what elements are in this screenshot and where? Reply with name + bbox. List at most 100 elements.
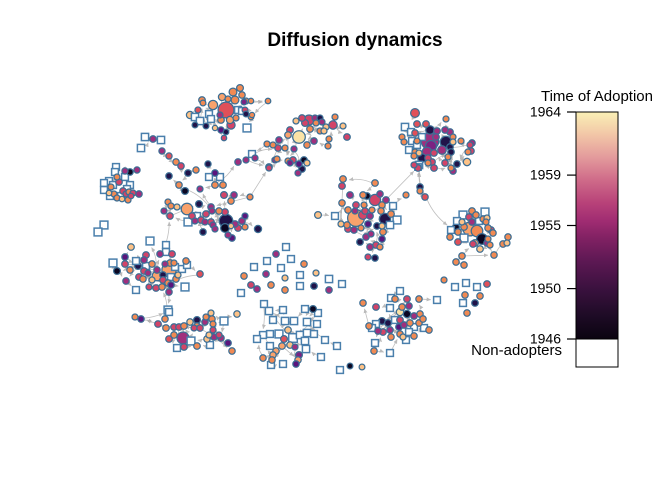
node-square-non-adopter	[316, 352, 326, 362]
edge	[249, 160, 264, 167]
node-circle-adopter	[457, 137, 465, 145]
node-circle-adopter	[166, 212, 174, 220]
node-circle-adopter	[208, 207, 216, 215]
node-square-non-adopter	[172, 343, 182, 353]
node-circle-adopter	[453, 160, 461, 168]
node-circle-adopter	[172, 158, 180, 166]
node-circle-adopter	[278, 342, 286, 350]
node-circle-adopter	[378, 201, 386, 209]
node-square-non-adopter	[262, 256, 272, 266]
node-circle-adopter	[205, 331, 213, 339]
node-circle-adopter	[196, 185, 204, 193]
node-circle-adopter	[405, 302, 413, 310]
node-square-non-adopter	[432, 295, 442, 305]
node-square-non-adopter	[385, 303, 395, 313]
node-square-non-adopter	[320, 335, 330, 345]
node-circle-adopter	[162, 324, 170, 332]
edge	[202, 193, 210, 205]
node-circle-adopter	[202, 210, 210, 218]
node-circle-adopter	[161, 315, 169, 323]
edge	[309, 311, 315, 317]
edge	[437, 167, 446, 172]
node-square-non-adopter	[206, 114, 216, 124]
node-square-non-adopter	[140, 132, 150, 142]
node-circle-adopter	[391, 295, 399, 303]
node-circle-adopter	[458, 218, 466, 226]
node-circle-adopter	[430, 164, 438, 172]
node-circle-adopter	[233, 310, 241, 318]
node-circle-adopter	[140, 256, 148, 264]
edge	[329, 131, 334, 136]
node-circle-adopter	[160, 207, 168, 215]
node-circle-adopter	[370, 347, 378, 355]
node-circle-adopter	[368, 193, 382, 207]
edge	[375, 231, 380, 242]
node-circle-adopter	[386, 326, 394, 334]
node-circle-adopter	[196, 270, 204, 278]
edge	[166, 221, 172, 242]
node-circle-adopter	[241, 212, 249, 220]
node-circle-adopter	[454, 238, 462, 246]
node-circle-adopter	[447, 164, 455, 172]
node-square-non-adopter	[446, 225, 456, 235]
node-circle-adopter	[402, 191, 410, 199]
node-circle-adopter	[247, 97, 255, 105]
node-circle-adopter	[156, 250, 164, 258]
node-circle-adopter	[292, 117, 300, 125]
node-circle-adopter	[359, 191, 367, 199]
node-circle-adopter	[201, 218, 209, 226]
edge	[188, 333, 194, 339]
node-circle-adopter	[180, 186, 190, 196]
node-square-non-adopter	[164, 307, 174, 317]
node-circle-adopter	[190, 324, 198, 332]
legend-non-adopter-swatch	[575, 338, 619, 368]
node-circle-adopter	[262, 270, 270, 278]
node-square-non-adopter	[337, 279, 347, 289]
node-circle-adopter	[484, 235, 492, 243]
node-circle-adopter	[121, 253, 129, 261]
node-circle-adopter	[228, 87, 238, 97]
node-square-non-adopter	[156, 135, 166, 145]
node-circle-adopter	[449, 138, 457, 146]
legend-title: Time of Adoption	[541, 88, 653, 105]
node-square-non-adopter	[195, 116, 205, 126]
node-circle-adopter	[253, 224, 263, 234]
node-circle-adopter	[402, 309, 412, 319]
node-square-non-adopter	[93, 227, 103, 237]
node-circle-adopter	[357, 224, 365, 232]
node-circle-adopter	[419, 315, 427, 323]
node-circle-adopter	[234, 158, 242, 166]
node-square-non-adopter	[295, 270, 305, 280]
node-circle-adopter	[490, 251, 498, 259]
edge	[254, 102, 266, 114]
node-square-non-adopter	[324, 274, 334, 284]
node-circle-adopter	[476, 245, 484, 253]
node-circle-adopter	[313, 210, 323, 220]
node-circle-adopter	[413, 137, 421, 145]
node-square-non-adopter	[280, 316, 290, 326]
node-circle-adopter	[240, 98, 248, 106]
node-circle-adopter	[483, 280, 491, 288]
node-circle-adopter	[281, 144, 289, 152]
edge	[348, 177, 372, 183]
node-square-non-adopter	[461, 278, 471, 288]
node-square-non-adopter	[278, 359, 288, 369]
node-circle-adopter	[294, 169, 302, 177]
edge	[382, 205, 387, 210]
node-circle-adopter	[215, 207, 223, 215]
node-circle-adopter	[145, 283, 153, 291]
node-circle-adopter	[235, 83, 245, 93]
node-circle-adopter	[209, 326, 217, 334]
node-circle-adopter	[437, 145, 447, 155]
edge	[144, 318, 153, 323]
node-circle-adopter	[371, 254, 379, 262]
node-circle-adopter	[191, 121, 199, 129]
node-circle-adopter	[365, 322, 373, 330]
node-circle-adopter	[430, 149, 438, 157]
node-circle-adopter	[368, 206, 376, 214]
node-circle-adopter	[291, 343, 299, 351]
node-circle-adopter	[247, 281, 255, 289]
edge	[126, 281, 132, 287]
node-square-non-adopter	[215, 172, 225, 182]
node-circle-adopter	[360, 201, 368, 209]
